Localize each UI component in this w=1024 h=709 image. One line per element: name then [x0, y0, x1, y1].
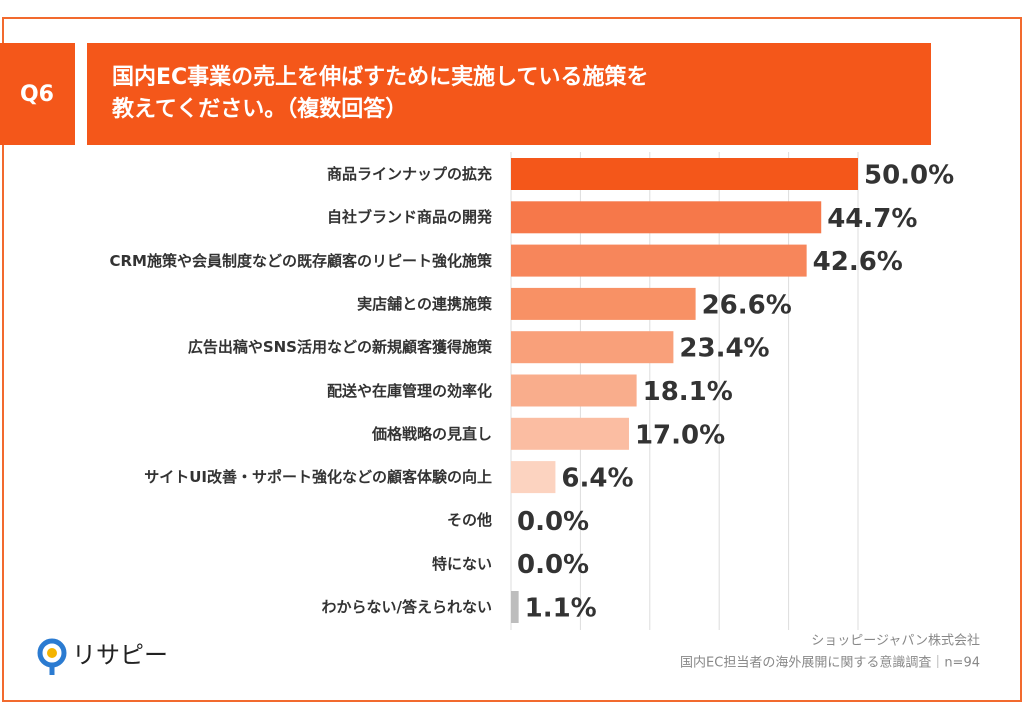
value-label: 6.4% [561, 464, 633, 494]
title-box [87, 43, 931, 145]
value-label: 17.0% [635, 420, 725, 450]
bar [511, 244, 807, 277]
value-label: 42.6% [813, 247, 903, 277]
bar [511, 158, 858, 190]
category-label: 価格戦略の見直し [371, 424, 492, 443]
category-label: わからない/答えられない [321, 598, 492, 616]
bar [511, 374, 637, 407]
logo-icon-dot [47, 648, 57, 658]
category-label: 広告出稿やSNS活用などの新規顧客獲得施策 [187, 338, 492, 357]
title-line: 国内EC事業の売上を伸ばすために実施している施策を [112, 64, 649, 90]
logo-text: リサピー [72, 641, 168, 669]
category-label: 実店舗との連携施策 [357, 294, 492, 313]
question-box [0, 43, 75, 145]
value-label: 26.6% [702, 290, 792, 320]
value-label: 44.7% [827, 204, 917, 234]
value-label: 1.1% [525, 594, 597, 624]
bar [511, 417, 629, 450]
category-label: サイトUI改善・サポート強化などの顧客体験の向上 [144, 468, 492, 487]
value-label: 0.0% [517, 507, 589, 537]
category-label: CRM施策や会員制度などの既存顧客のリピート強化施策 [109, 251, 493, 270]
bar [511, 331, 674, 364]
category-label: 商品ラインナップの拡充 [326, 165, 492, 183]
category-label: 自社ブランド商品の開発 [326, 208, 492, 227]
bar [511, 287, 696, 320]
bar [511, 591, 519, 623]
bar [511, 461, 556, 494]
category-label: 配送や在庫管理の効率化 [326, 381, 492, 400]
category-label: 特にない [431, 554, 492, 573]
value-label: 23.4% [679, 334, 769, 364]
title-line: 教えてください。（複数回答） [112, 96, 407, 122]
source: ショッピージャパン株式会社 [811, 633, 980, 649]
bar [511, 201, 822, 234]
source: 国内EC担当者の海外展開に関する意識調査｜n=94 [680, 655, 980, 671]
frame [2, 17, 1022, 702]
category-label: その他 [446, 511, 492, 530]
question: Q6 [20, 82, 54, 107]
value-label: 0.0% [517, 550, 589, 580]
value-label: 50.0% [864, 161, 954, 191]
value-label: 18.1% [643, 377, 733, 407]
